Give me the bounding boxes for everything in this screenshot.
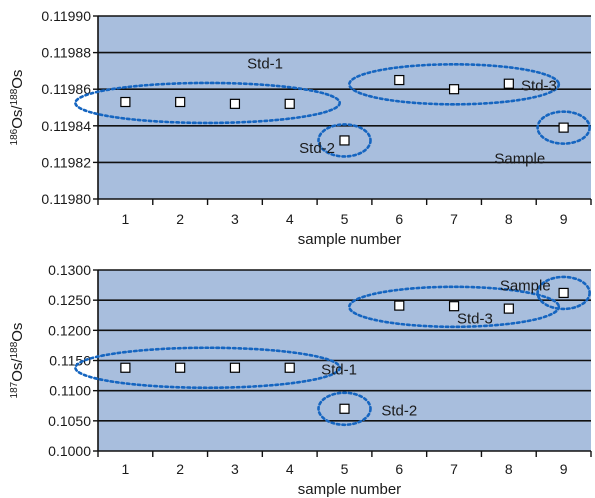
data-point <box>229 362 241 373</box>
x-tick-label: 7 <box>450 461 458 477</box>
y-tick-label: 0.1250 <box>48 292 91 308</box>
y-axis-title: 187Os/188Os <box>9 323 27 399</box>
annotation-std-3: Std-3 <box>457 310 493 327</box>
y-tick-label: 0.1150 <box>49 353 91 369</box>
x-tick-label: 4 <box>286 461 294 477</box>
x-axis-title: sample number <box>298 231 401 248</box>
data-point <box>339 403 350 414</box>
x-tick-label: 5 <box>341 211 349 227</box>
x-tick-label: 2 <box>176 461 184 477</box>
group-ellipse-std-3 <box>347 285 561 329</box>
x-tick-label: 8 <box>505 211 513 227</box>
x-tick-label: 6 <box>395 461 403 477</box>
group-ellipse-sample <box>536 275 591 311</box>
data-point <box>448 301 460 312</box>
data-point <box>120 362 131 373</box>
annotation-std-1: Std-1 <box>321 362 357 379</box>
data-point <box>448 84 460 95</box>
annotation-std-2: Std-2 <box>299 140 335 157</box>
y-axis-title-sup1: 186 <box>9 128 20 145</box>
group-ellipse-std-2 <box>317 123 372 158</box>
x-tick-label: 3 <box>231 211 239 227</box>
group-ellipse-std-1 <box>74 81 342 125</box>
annotation-sample: Sample <box>500 278 551 295</box>
y-axis-title-sup1: 187 <box>9 381 20 398</box>
x-tick-label: 7 <box>450 211 458 227</box>
annotation-std-3: Std-3 <box>521 78 557 95</box>
x-tick-label: 6 <box>395 211 403 227</box>
y-axis-title-base2: Os <box>9 323 26 342</box>
y-tick-label: 0.1000 <box>48 443 91 459</box>
y-axis-title-sup2: 188 <box>9 341 20 358</box>
data-point <box>558 122 569 133</box>
data-point <box>503 303 514 314</box>
data-point <box>120 96 131 108</box>
y-tick-label: 0.11982 <box>41 154 91 170</box>
x-tick-label: 1 <box>121 461 129 477</box>
data-point <box>175 362 186 373</box>
x-tick-label: 9 <box>560 461 568 477</box>
x-tick-label: 8 <box>505 461 513 477</box>
y-tick-label: 0.11986 <box>41 81 91 97</box>
data-point <box>558 287 569 299</box>
y-axis-title-base2: Os <box>9 70 26 89</box>
x-axis-title: sample number <box>298 481 401 498</box>
plot-background <box>98 16 591 199</box>
data-point <box>394 74 405 86</box>
y-tick-label: 0.11984 <box>41 118 91 134</box>
group-ellipse-std-2 <box>317 391 372 427</box>
x-tick-label: 2 <box>176 211 184 227</box>
chart-186os: 0.11980 0.11982 0.11984 0.11986 0.11988 0.119… <box>9 8 592 248</box>
data-point <box>229 98 241 109</box>
annotation-std-2: Std-2 <box>381 403 417 420</box>
y-tick-label: 0.11980 <box>41 191 91 207</box>
x-tick-label: 1 <box>121 211 129 227</box>
data-point <box>175 96 186 108</box>
group-ellipse-sample <box>536 110 591 145</box>
data-point <box>284 98 295 109</box>
y-tick-label: 0.1200 <box>48 322 91 338</box>
x-tick-label: 5 <box>341 461 349 477</box>
x-tick-label: 3 <box>231 461 239 477</box>
y-axis-title-base1: Os/ <box>9 105 26 129</box>
group-ellipse-std-1 <box>74 346 342 390</box>
annotation-sample: Sample <box>494 151 545 168</box>
y-axis-title-base1: Os/ <box>9 358 26 382</box>
data-point <box>503 78 514 89</box>
y-axis-title: 186Os/188Os <box>9 70 27 146</box>
y-axis-title-sup2: 188 <box>9 88 20 105</box>
y-tick-label: 0.11988 <box>41 45 91 61</box>
x-tick-label: 9 <box>560 211 568 227</box>
group-ellipse-std-3 <box>347 63 561 106</box>
y-tick-label: 0.1300 <box>48 262 91 278</box>
chart-187os: 0.1000 0.1050 0.1100 0.1150 0.1200 0.1250 0.13… <box>9 262 592 498</box>
x-tick-label: 4 <box>286 211 294 227</box>
y-tick-label: 0.1050 <box>48 413 91 429</box>
data-point <box>284 362 295 373</box>
y-tick-label: 0.11990 <box>41 8 91 24</box>
data-point <box>339 135 350 146</box>
annotation-std-1: Std-1 <box>247 56 283 73</box>
data-point <box>394 300 405 311</box>
y-tick-label: 0.1100 <box>49 383 91 399</box>
